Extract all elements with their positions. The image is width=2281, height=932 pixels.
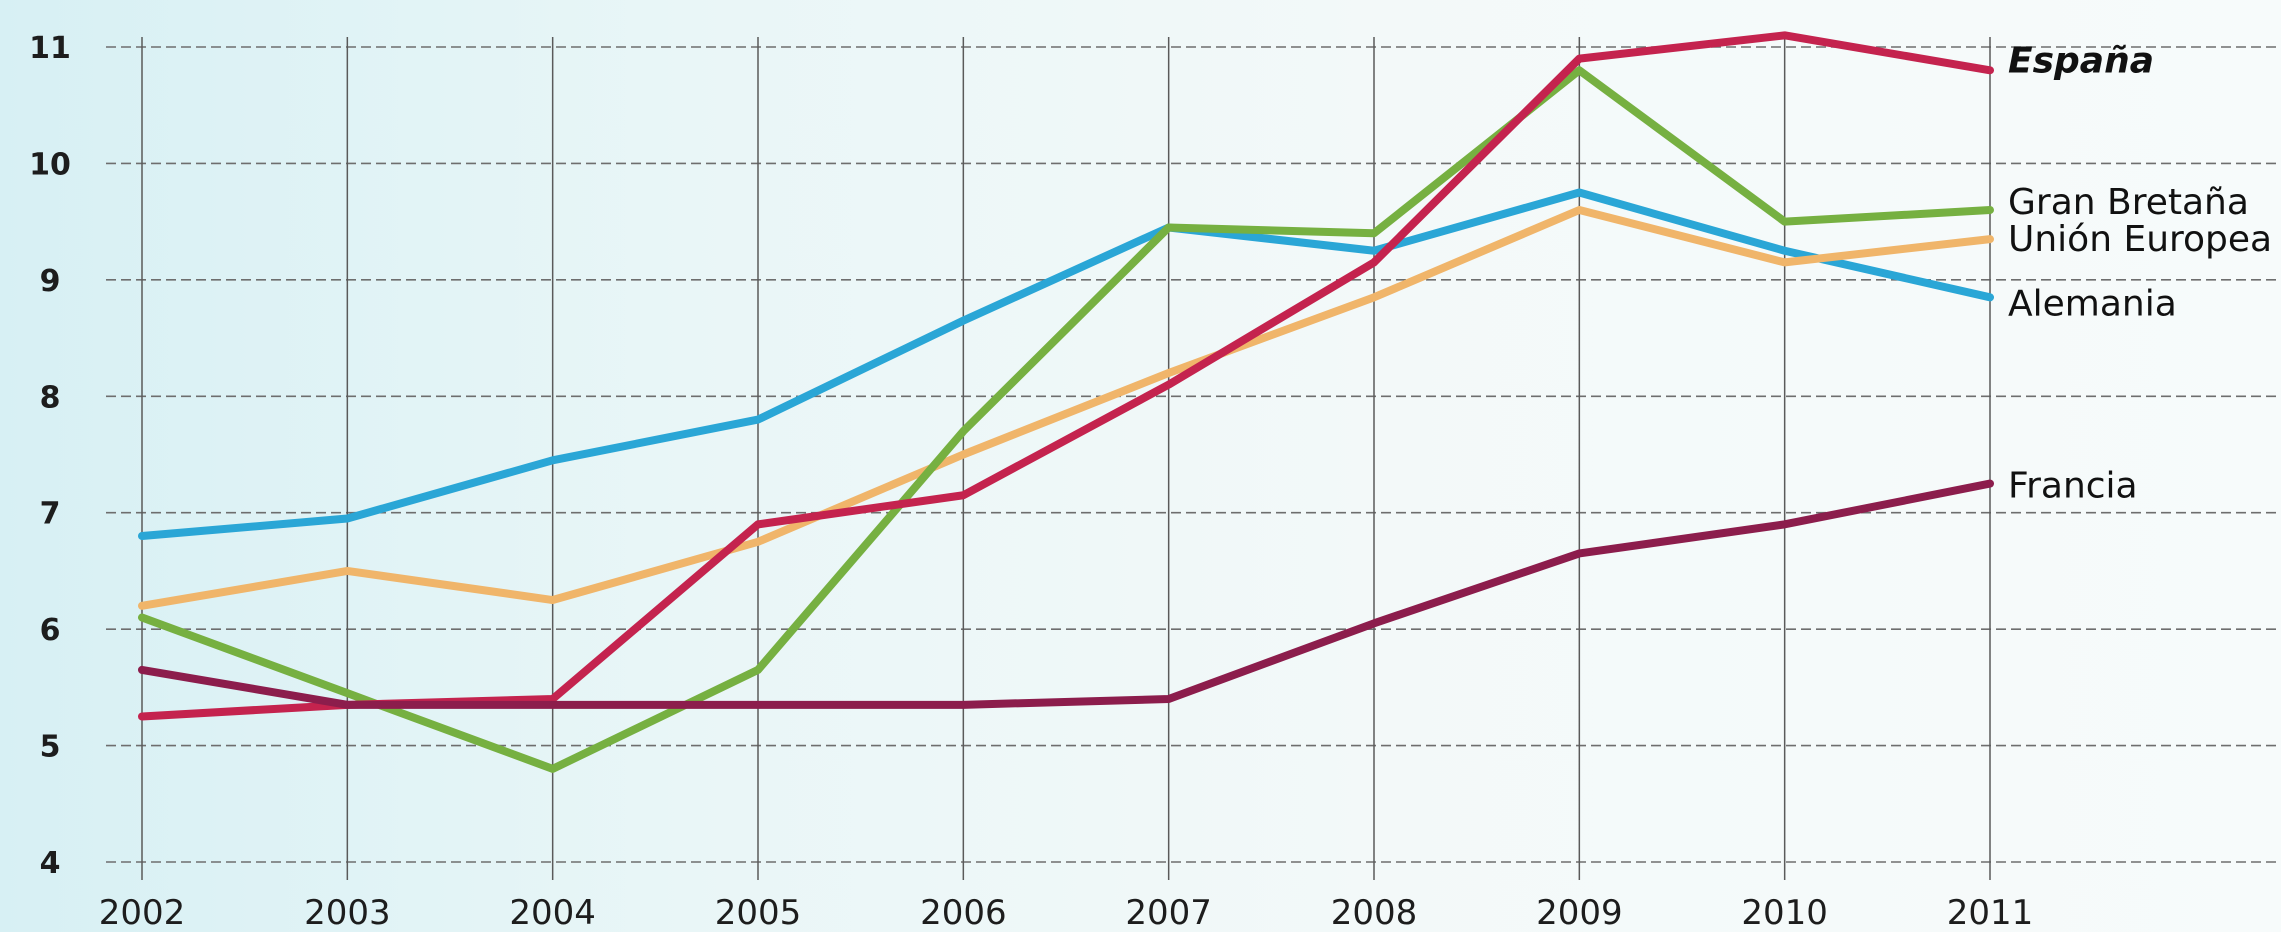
data-point bbox=[1986, 293, 1994, 301]
y-tick-label: 6 bbox=[40, 613, 61, 648]
data-point bbox=[1781, 31, 1789, 39]
y-tick-label: 9 bbox=[40, 264, 61, 299]
data-point bbox=[1575, 189, 1583, 197]
data-point bbox=[959, 491, 967, 499]
series-line-unión-europea bbox=[138, 206, 1994, 610]
x-tick-label: 2003 bbox=[304, 893, 391, 932]
data-point bbox=[1575, 55, 1583, 63]
data-point bbox=[959, 451, 967, 458]
y-tick-label: 4 bbox=[40, 846, 61, 881]
y-tick-label: 11 bbox=[29, 31, 71, 66]
data-point bbox=[343, 567, 351, 575]
data-point bbox=[343, 689, 351, 697]
series-line-españa bbox=[138, 31, 1994, 721]
data-point bbox=[959, 427, 967, 435]
data-point bbox=[549, 695, 557, 703]
data-point bbox=[549, 701, 557, 709]
data-point bbox=[1165, 381, 1173, 389]
data-point bbox=[1370, 619, 1378, 627]
data-point bbox=[549, 765, 557, 773]
x-tick-label: 2002 bbox=[99, 893, 186, 932]
x-tick-label: 2010 bbox=[1741, 893, 1828, 932]
data-point bbox=[754, 416, 762, 424]
y-tick-label: 5 bbox=[40, 730, 61, 765]
data-point bbox=[1986, 480, 1994, 488]
x-tick-label: 2009 bbox=[1536, 893, 1623, 932]
data-point bbox=[343, 515, 351, 523]
series-line-alemania bbox=[138, 188, 1994, 540]
data-point bbox=[959, 317, 967, 325]
data-point bbox=[1986, 206, 1994, 214]
x-axis: 2002 2003 2004 2005 2006 2007 2008 2009 2010 2011 bbox=[99, 893, 2034, 932]
data-point bbox=[1781, 258, 1789, 266]
data-point bbox=[1165, 695, 1173, 703]
data-point bbox=[754, 701, 762, 709]
data-point bbox=[1575, 206, 1583, 214]
data-point bbox=[754, 520, 762, 528]
data-point bbox=[754, 666, 762, 674]
data-point bbox=[1986, 66, 1994, 74]
data-point bbox=[1370, 293, 1378, 301]
series-label-españa: España bbox=[2008, 40, 2154, 81]
data-point bbox=[1165, 223, 1173, 231]
data-point bbox=[1165, 369, 1173, 377]
series-label-gran-bretaña: Gran Bretaña bbox=[2008, 182, 2249, 223]
y-tick-label: 7 bbox=[40, 497, 61, 532]
series-label-alemania: Alemania bbox=[2008, 283, 2177, 324]
data-point bbox=[138, 602, 146, 610]
data-point bbox=[1781, 520, 1789, 528]
data-point bbox=[138, 666, 146, 674]
data-point bbox=[343, 701, 351, 709]
data-point bbox=[1986, 235, 1994, 243]
data-point bbox=[1781, 218, 1789, 226]
x-tick-label: 2004 bbox=[509, 893, 596, 932]
data-point bbox=[1575, 66, 1583, 74]
data-point bbox=[138, 712, 146, 720]
x-tick-label: 2007 bbox=[1125, 893, 1212, 932]
data-point bbox=[549, 456, 557, 464]
data-point bbox=[138, 532, 146, 540]
x-tick-label: 2011 bbox=[1947, 893, 2034, 932]
data-point bbox=[1575, 549, 1583, 557]
x-tick-label: 2005 bbox=[715, 893, 802, 932]
data-point bbox=[138, 614, 146, 621]
x-tick-label: 2006 bbox=[920, 893, 1007, 932]
data-point bbox=[1370, 229, 1378, 237]
series-label-unión-europea: Unión Europea bbox=[2008, 219, 2272, 260]
data-point bbox=[754, 538, 762, 546]
data-point bbox=[1781, 247, 1789, 255]
y-tick-label: 8 bbox=[40, 380, 61, 415]
series-lines bbox=[138, 31, 1994, 773]
data-point bbox=[1370, 247, 1378, 255]
series-label-francia: Francia bbox=[2008, 466, 2138, 507]
y-tick-label: 10 bbox=[29, 147, 71, 182]
data-point bbox=[1370, 258, 1378, 266]
data-point bbox=[959, 701, 967, 709]
x-tick-label: 2008 bbox=[1331, 893, 1418, 932]
y-axis: 4 5 6 7 8 9 10 11 bbox=[29, 31, 71, 881]
gridlines bbox=[106, 37, 2281, 880]
series-line-gran-bretaña bbox=[138, 66, 1994, 773]
series-line-francia bbox=[138, 479, 1994, 709]
data-point bbox=[549, 596, 557, 604]
